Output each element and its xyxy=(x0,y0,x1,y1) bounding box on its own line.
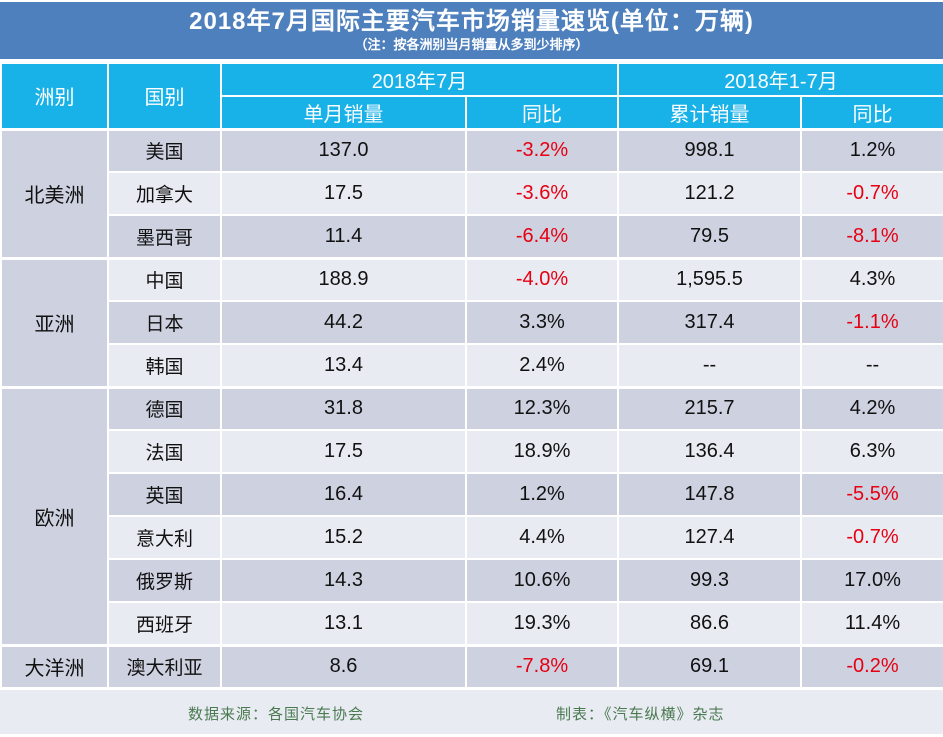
table-row: 欧洲 德国 31.8 12.3% 215.7 4.2% xyxy=(0,385,943,646)
cumulative-yoy-cell: -5.5% xyxy=(800,472,943,517)
cumulative-yoy-cell: -0.2% xyxy=(800,643,943,689)
monthly-yoy-cell: 19.3% xyxy=(465,601,619,646)
monthly-yoy-cell: 2.4% xyxy=(465,343,619,388)
table-row: 意大利 15.2 4.4% 127.4 -0.7% xyxy=(1,515,943,560)
page-subtitle: （注：按各洲别当月销量从多到少排序） xyxy=(354,37,589,52)
cumulative-sales-cell: 121.2 xyxy=(617,171,802,216)
cumulative-sales-cell: 79.5 xyxy=(617,214,802,259)
col-header-monthly-sales: 单月销量 xyxy=(220,95,467,130)
cumulative-yoy-cell: -1.1% xyxy=(800,300,943,345)
table-row: 亚洲 中国 188.9 -4.0% 1,595.5 4.3% xyxy=(0,256,943,388)
table-header: 洲别 国别 2018年7月 2018年1-7月 单月销量 同比 累计销量 同比 xyxy=(0,62,943,130)
country-cell: 加拿大 xyxy=(107,171,222,216)
cumulative-yoy-cell: -0.7% xyxy=(800,515,943,560)
monthly-sales-cell: 17.5 xyxy=(220,429,467,474)
cumulative-sales-cell: 69.1 xyxy=(617,643,802,689)
table-row: 俄罗斯 14.3 10.6% 99.3 17.0% xyxy=(1,558,943,603)
cumulative-yoy-cell: -- xyxy=(800,343,943,388)
col-header-period-cumulative: 2018年1-7月 xyxy=(617,62,943,97)
cumulative-sales-cell: 998.1 xyxy=(617,127,802,173)
table-row: 西班牙 13.1 19.3% 86.6 11.4% xyxy=(1,601,943,646)
country-cell: 韩国 xyxy=(107,343,222,388)
title-bar: 2018年7月国际主要汽车市场销量速览(单位：万辆) （注：按各洲别当月销量从多… xyxy=(0,0,943,62)
continent-cell: 北美洲 xyxy=(0,127,109,259)
cumulative-yoy-cell: -8.1% xyxy=(800,214,943,259)
cumulative-yoy-cell: 6.3% xyxy=(800,429,943,474)
monthly-yoy-cell: -3.6% xyxy=(465,171,619,216)
cumulative-sales-cell: 99.3 xyxy=(617,558,802,603)
cumulative-sales-cell: 86.6 xyxy=(617,601,802,646)
continent-cell: 亚洲 xyxy=(0,256,109,388)
cumulative-yoy-cell: 4.3% xyxy=(800,256,943,302)
footer: 数据来源：各国汽车协会 制表：《汽车纵横》杂志 xyxy=(0,689,943,734)
monthly-sales-cell: 137.0 xyxy=(220,127,467,173)
continent-cell: 欧洲 xyxy=(0,385,109,646)
cumulative-yoy-cell: 11.4% xyxy=(800,601,943,646)
country-cell: 德国 xyxy=(107,385,222,431)
monthly-yoy-cell: 3.3% xyxy=(465,300,619,345)
monthly-sales-cell: 188.9 xyxy=(220,256,467,302)
cumulative-yoy-cell: 17.0% xyxy=(800,558,943,603)
table-row: 英国 16.4 1.2% 147.8 -5.5% xyxy=(1,472,943,517)
monthly-sales-cell: 13.4 xyxy=(220,343,467,388)
country-cell: 澳大利亚 xyxy=(107,643,222,689)
monthly-yoy-cell: 18.9% xyxy=(465,429,619,474)
data-source-note: 数据来源：各国汽车协会 xyxy=(188,707,365,723)
continent-cell: 大洋洲 xyxy=(0,643,109,689)
country-cell: 墨西哥 xyxy=(107,214,222,259)
cumulative-yoy-cell: -0.7% xyxy=(800,171,943,216)
monthly-sales-cell: 15.2 xyxy=(220,515,467,560)
cumulative-yoy-cell: 1.2% xyxy=(800,127,943,173)
country-cell: 美国 xyxy=(107,127,222,173)
table-row: 大洋洲 澳大利亚 8.6 -7.8% 69.1 -0.2% xyxy=(0,643,943,689)
country-cell: 意大利 xyxy=(107,515,222,560)
cumulative-sales-cell: -- xyxy=(617,343,802,388)
col-header-monthly-yoy: 同比 xyxy=(465,95,619,130)
sales-table: 洲别 国别 2018年7月 2018年1-7月 单月销量 同比 累计销量 同比 … xyxy=(0,62,943,689)
table-row: 北美洲 美国 137.0 -3.2% 998.1 1.2% xyxy=(0,127,943,259)
monthly-yoy-cell: 12.3% xyxy=(465,385,619,431)
cumulative-sales-cell: 317.4 xyxy=(617,300,802,345)
producer-note: 制表：《汽车纵横》杂志 xyxy=(556,707,725,723)
table-row: 加拿大 17.5 -3.6% 121.2 -0.7% xyxy=(1,171,943,216)
cumulative-sales-cell: 1,595.5 xyxy=(617,256,802,302)
monthly-sales-cell: 17.5 xyxy=(220,171,467,216)
cumulative-sales-cell: 127.4 xyxy=(617,515,802,560)
table-row: 法国 17.5 18.9% 136.4 6.3% xyxy=(1,429,943,474)
table-row: 墨西哥 11.4 -6.4% 79.5 -8.1% xyxy=(1,214,943,259)
table-row: 韩国 13.4 2.4% -- -- xyxy=(1,343,943,388)
country-cell: 俄罗斯 xyxy=(107,558,222,603)
monthly-sales-cell: 16.4 xyxy=(220,472,467,517)
cumulative-sales-cell: 136.4 xyxy=(617,429,802,474)
cumulative-sales-cell: 215.7 xyxy=(617,385,802,431)
monthly-sales-cell: 14.3 xyxy=(220,558,467,603)
country-cell: 西班牙 xyxy=(107,601,222,646)
monthly-yoy-cell: 10.6% xyxy=(465,558,619,603)
country-cell: 日本 xyxy=(107,300,222,345)
monthly-sales-cell: 13.1 xyxy=(220,601,467,646)
monthly-yoy-cell: -4.0% xyxy=(465,256,619,302)
table-row: 日本 44.2 3.3% 317.4 -1.1% xyxy=(1,300,943,345)
col-header-period-month: 2018年7月 xyxy=(220,62,619,97)
country-cell: 法国 xyxy=(107,429,222,474)
country-cell: 英国 xyxy=(107,472,222,517)
cumulative-yoy-cell: 4.2% xyxy=(800,385,943,431)
col-header-continent: 洲别 xyxy=(0,62,109,130)
monthly-sales-cell: 31.8 xyxy=(220,385,467,431)
country-cell: 中国 xyxy=(107,256,222,302)
monthly-yoy-cell: 4.4% xyxy=(465,515,619,560)
monthly-yoy-cell: 1.2% xyxy=(465,472,619,517)
col-header-cumulative-sales: 累计销量 xyxy=(617,95,802,130)
monthly-sales-cell: 8.6 xyxy=(220,643,467,689)
monthly-yoy-cell: -6.4% xyxy=(465,214,619,259)
monthly-sales-cell: 11.4 xyxy=(220,214,467,259)
monthly-sales-cell: 44.2 xyxy=(220,300,467,345)
page-title: 2018年7月国际主要汽车市场销量速览(单位：万辆) xyxy=(189,8,754,35)
col-header-country: 国别 xyxy=(107,62,222,130)
cumulative-sales-cell: 147.8 xyxy=(617,472,802,517)
col-header-cumulative-yoy: 同比 xyxy=(800,95,943,130)
monthly-yoy-cell: -7.8% xyxy=(465,643,619,689)
monthly-yoy-cell: -3.2% xyxy=(465,127,619,173)
